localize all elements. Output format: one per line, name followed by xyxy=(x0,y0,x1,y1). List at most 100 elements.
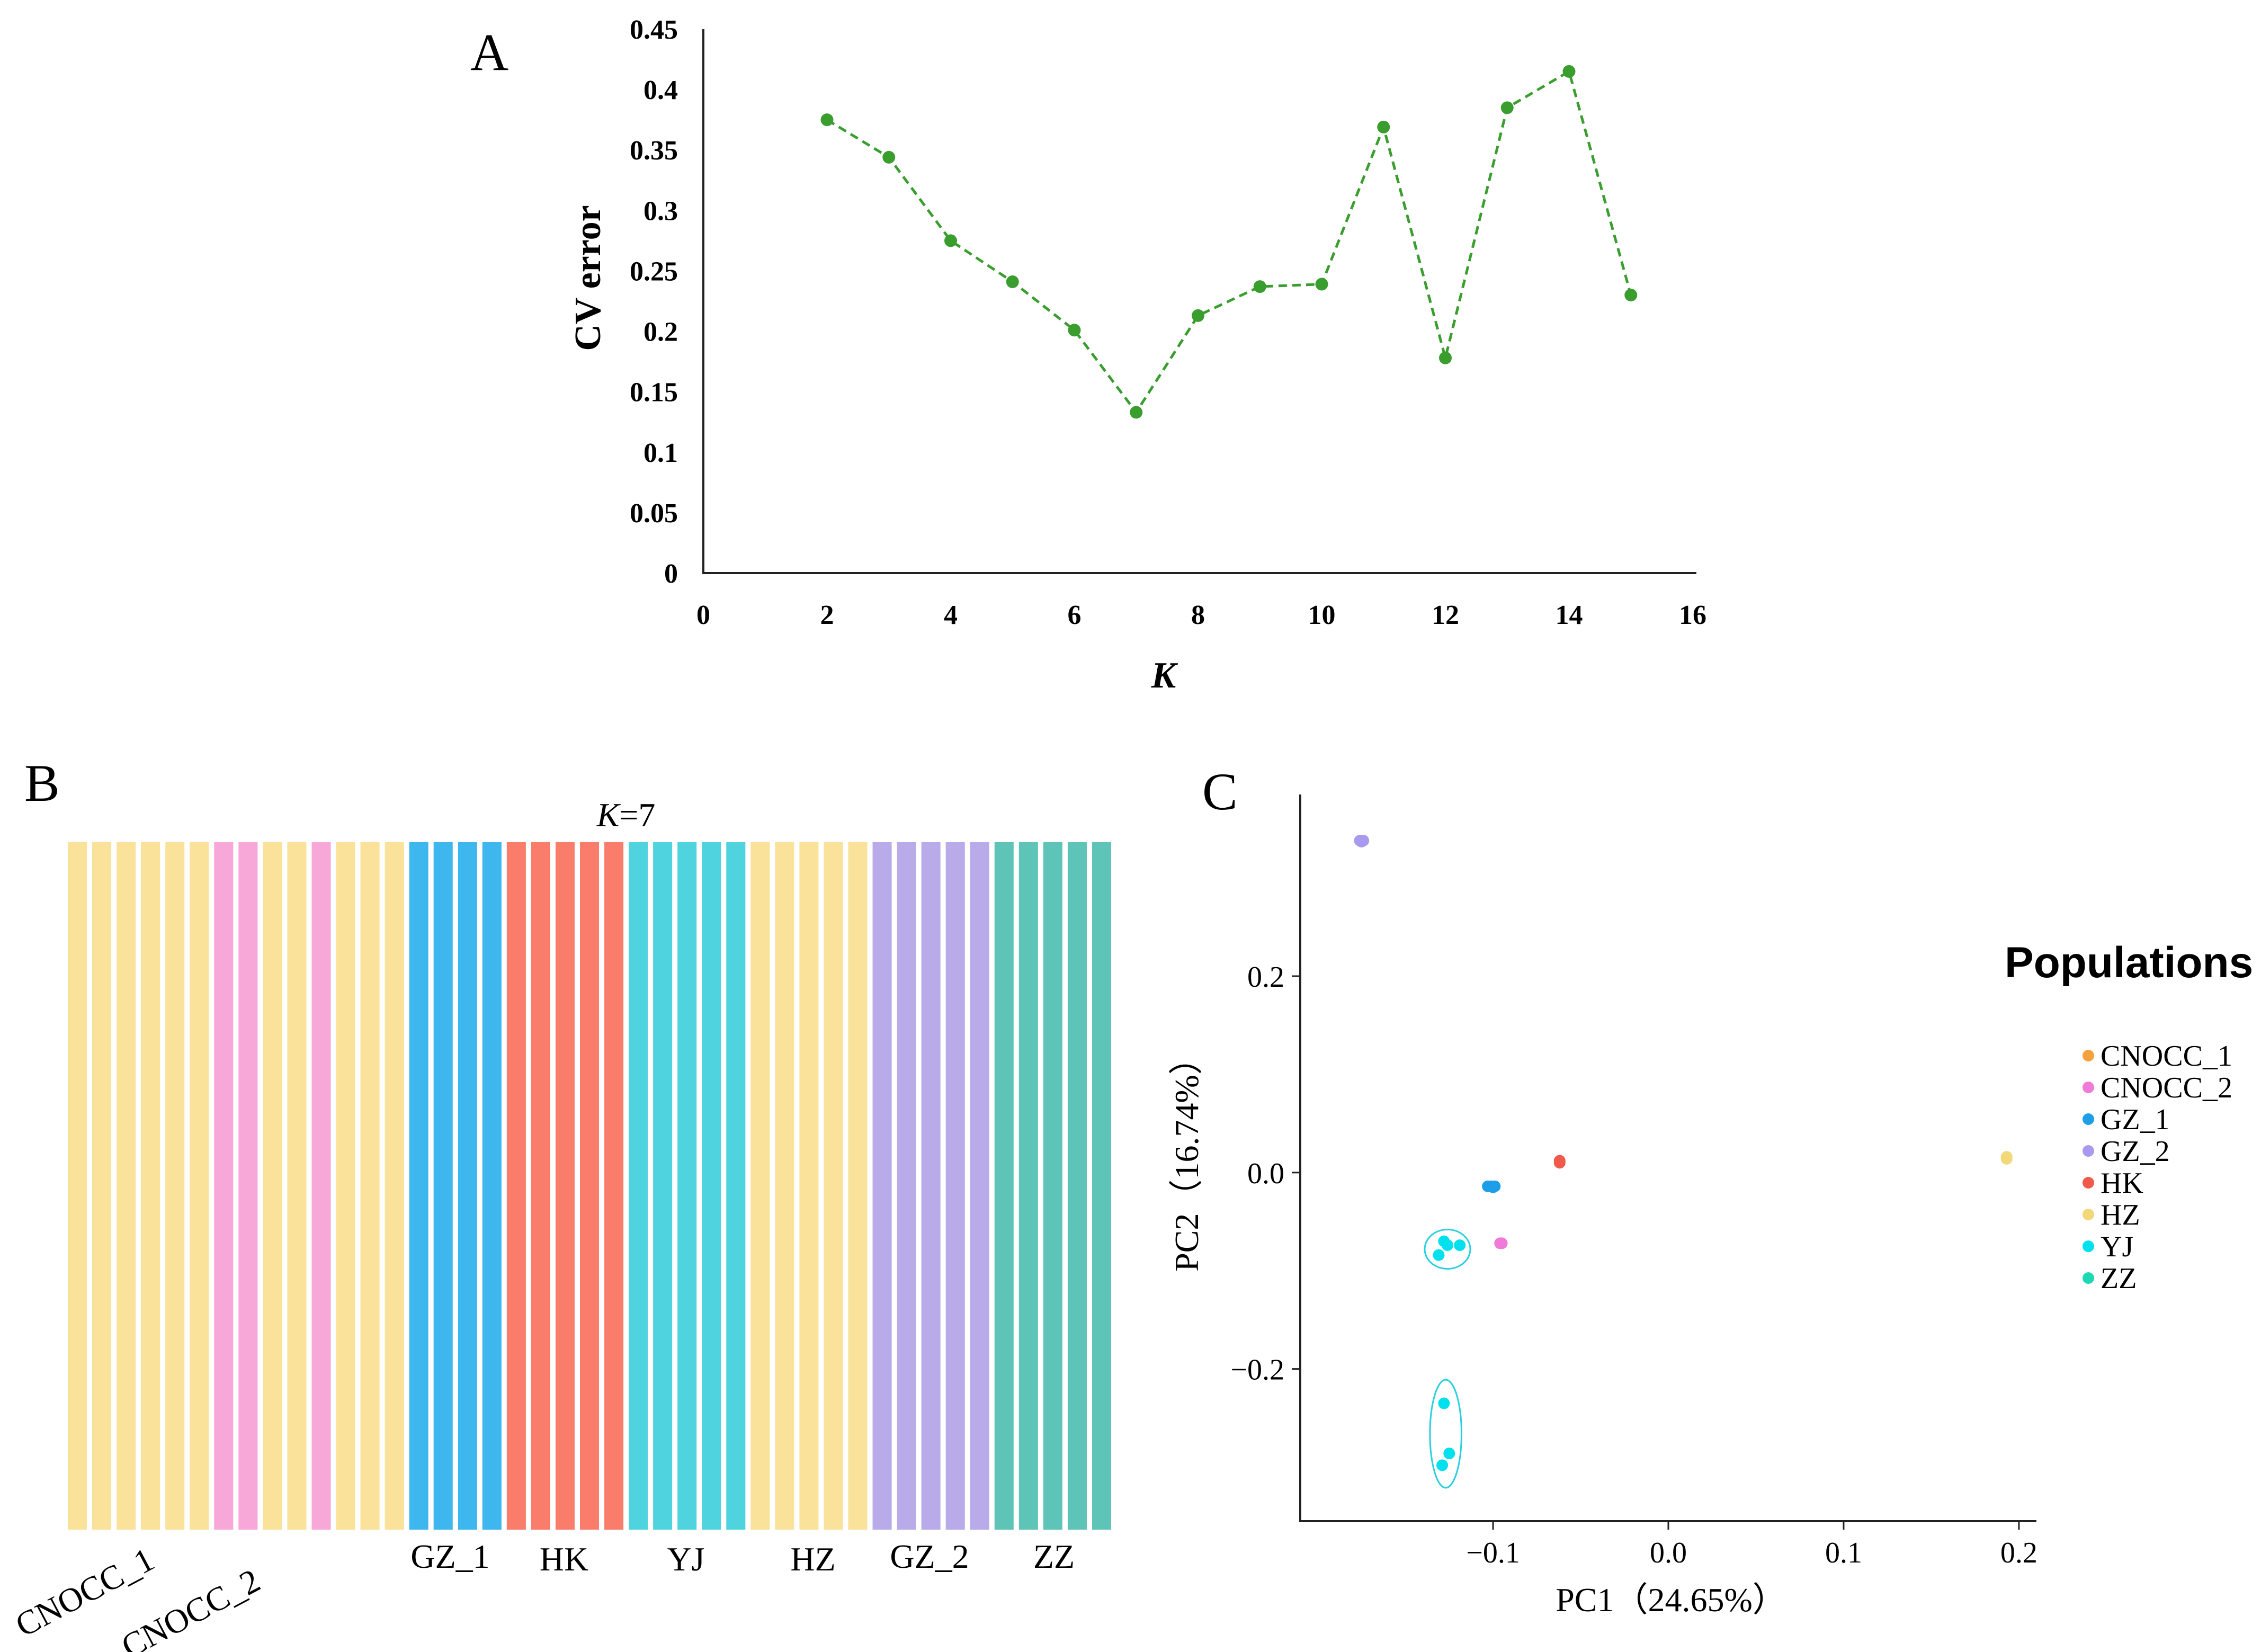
panel-label-c: C xyxy=(1202,762,1238,821)
panel-b-group-label: HK xyxy=(540,1540,588,1578)
panel-a-data-point xyxy=(882,150,896,164)
panel-b-bar xyxy=(385,842,404,1530)
panel-a-x-tick-label: 8 xyxy=(1191,600,1205,630)
panel-a-data-point xyxy=(820,113,834,127)
panel-a-data-point xyxy=(1006,275,1019,288)
panel-b-bar xyxy=(68,842,87,1530)
panel-a-data-point xyxy=(1562,65,1576,78)
panel-b-group-label: HZ xyxy=(790,1540,835,1578)
panel-a-x-tick-label: 4 xyxy=(944,600,958,630)
panel-a-data-point xyxy=(1439,351,1452,364)
legend-title: Populations xyxy=(2005,939,2253,987)
panel-b-title: K=7 xyxy=(596,796,656,834)
panel-b-bar xyxy=(311,842,331,1530)
panel-a-y-tick-label: 0 xyxy=(664,559,678,589)
panel-a-data-point xyxy=(944,234,957,247)
panel-c-point-yj xyxy=(1454,1239,1466,1252)
legend-marker xyxy=(2083,1177,2094,1189)
panel-b-bar xyxy=(141,842,160,1530)
panel-a-data-point xyxy=(1315,278,1328,291)
panel-b-bar xyxy=(92,842,112,1530)
panel-a-y-tick-label: 0.2 xyxy=(644,317,678,347)
panel-a-data-point xyxy=(1500,101,1514,114)
panel-a-x-tick-label: 16 xyxy=(1679,600,1706,630)
panel-b-bar xyxy=(970,842,989,1530)
panel-c-confidence-ellipse xyxy=(1424,1228,1471,1270)
panel-b-bar xyxy=(775,842,794,1530)
legend-marker xyxy=(2083,1082,2094,1093)
panel-a-y-tick-label: 0.4 xyxy=(644,75,678,105)
panel-c-point-gz-2 xyxy=(1355,835,1368,847)
panel-b-bar xyxy=(1067,842,1087,1530)
panel-b-bar xyxy=(1092,842,1111,1530)
panel-b-bar xyxy=(824,842,843,1530)
legend-label: HZ xyxy=(2101,1199,2140,1231)
legend-marker xyxy=(2083,1240,2094,1252)
panel-b-bar xyxy=(848,842,868,1530)
panel-b-bar xyxy=(482,842,502,1530)
panel-c-x-tick-label: 0.0 xyxy=(1650,1537,1687,1569)
panel-label-a: A xyxy=(470,23,508,82)
legend-label: HK xyxy=(2101,1167,2143,1200)
panel-b-bar xyxy=(165,842,185,1530)
panel-b-bar xyxy=(1018,842,1038,1530)
panel-a-y-tick-label: 0.1 xyxy=(644,438,678,468)
panel-b-bar xyxy=(653,842,673,1530)
panel-b-bar xyxy=(458,842,477,1530)
panel-b-bar xyxy=(214,842,234,1530)
panel-a-y-tick-label: 0.15 xyxy=(630,378,678,408)
panel-c-y-tick-label: 0.0 xyxy=(1247,1157,1284,1190)
panel-b-bar xyxy=(409,842,428,1530)
panel-b-bar xyxy=(117,842,136,1530)
panel-c-pca-scatter: −0.2 0.0 0.2 −0.1 0.0 0.1 0.2 PC2（16.74%） PC1… xyxy=(1168,794,2253,1619)
panel-b-bar xyxy=(921,842,941,1530)
panel-c-point-gz-1 xyxy=(1487,1181,1499,1193)
panel-b-group-label: GZ_2 xyxy=(890,1538,969,1575)
panel-c-point-yj xyxy=(1438,1397,1450,1409)
panel-b-bar xyxy=(677,842,697,1530)
panel-c-point-yj xyxy=(1433,1249,1445,1261)
panel-b-group-label: ZZ xyxy=(1033,1538,1075,1575)
panel-a-x-tick-label: 14 xyxy=(1556,600,1583,630)
legend-marker xyxy=(2083,1272,2094,1284)
panel-c-confidence-ellipse xyxy=(1429,1379,1462,1489)
panel-c-x-tick-label: −0.1 xyxy=(1466,1537,1520,1569)
panel-b-bar xyxy=(336,842,355,1530)
panel-b-bar xyxy=(190,842,209,1530)
panel-a-y-tick-label: 0.05 xyxy=(630,498,678,529)
legend-label: GZ_1 xyxy=(2101,1103,2170,1136)
panel-b-bar xyxy=(629,842,648,1530)
panel-b-bar xyxy=(1043,842,1062,1530)
panel-c-point-yj xyxy=(1436,1459,1449,1471)
panel-c-point-hk xyxy=(1553,1157,1566,1169)
panel-a-data-point xyxy=(1253,280,1266,293)
panel-b-bar xyxy=(263,842,282,1530)
panel-b-bar xyxy=(531,842,550,1530)
legend-label: YJ xyxy=(2101,1230,2133,1263)
panel-label-b: B xyxy=(24,754,60,812)
panel-b-group-label: GZ_1 xyxy=(410,1538,489,1575)
panel-c-point-yj xyxy=(1443,1448,1455,1460)
panel-a-x-axis-title: K xyxy=(1151,655,1178,696)
panel-c-x-tick-label: 0.1 xyxy=(1825,1537,1862,1569)
panel-a-y-tick-label: 0.25 xyxy=(630,256,678,287)
panel-b-bar xyxy=(945,842,965,1530)
legend-marker xyxy=(2083,1209,2094,1220)
legend-marker xyxy=(2083,1145,2094,1157)
panel-b-bar xyxy=(994,842,1014,1530)
panel-b-bar xyxy=(726,842,746,1530)
panel-b-bar xyxy=(360,842,380,1530)
panel-a-x-tick-label: 10 xyxy=(1308,600,1336,630)
legend-label: CNOCC_1 xyxy=(2101,1040,2232,1073)
panel-c-point-cnocc-2 xyxy=(1496,1237,1508,1249)
legend-label: CNOCC_2 xyxy=(2101,1071,2232,1104)
legend-marker xyxy=(2083,1113,2094,1125)
panel-c-x-axis-title: PC1（24.65%） xyxy=(1556,1581,1786,1619)
panel-a-series-line xyxy=(826,69,1632,415)
legend-marker xyxy=(2083,1050,2094,1061)
panel-a-x-tick-label: 6 xyxy=(1068,600,1082,630)
panel-b-bar xyxy=(750,842,770,1530)
panel-b-bar xyxy=(897,842,916,1530)
